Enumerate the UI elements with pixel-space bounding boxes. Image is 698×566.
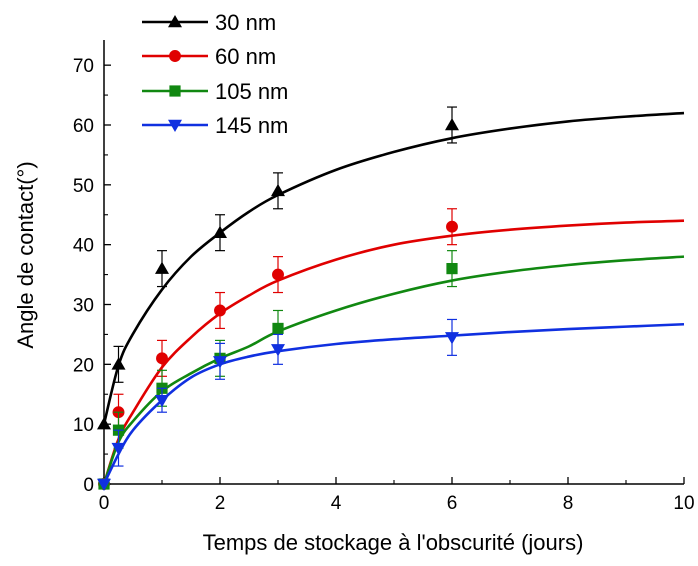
data-point <box>155 261 169 274</box>
data-point <box>446 220 458 233</box>
fit-curve <box>102 255 685 485</box>
legend-item: 30 nm <box>142 10 276 35</box>
legend-marker <box>169 50 181 62</box>
y-tick-label: 40 <box>73 236 94 257</box>
data-point <box>111 357 126 370</box>
y-tick-label: 70 <box>73 56 94 77</box>
x-tick-label: 6 <box>447 493 458 514</box>
x-tick-label: 8 <box>563 493 574 514</box>
data-point <box>213 225 227 238</box>
y-tick-label: 50 <box>73 176 94 197</box>
data-point <box>156 352 168 365</box>
data-point <box>271 344 285 357</box>
y-axis-title: Angle de contact(°) <box>13 161 38 348</box>
series-3 <box>98 250 685 490</box>
x-tick-label: 4 <box>331 493 342 514</box>
legend-item: 60 nm <box>142 44 276 69</box>
legend-label: 105 nm <box>215 79 288 104</box>
fit-curve <box>102 219 685 485</box>
y-tick-label: 10 <box>73 415 94 436</box>
series-4 <box>97 318 685 491</box>
legend-label: 30 nm <box>215 10 276 35</box>
plot-area <box>97 106 685 491</box>
data-point <box>214 304 226 317</box>
legend-label: 60 nm <box>215 44 276 69</box>
x-axis-title: Temps de stockage à l'obscurité (jours) <box>203 530 584 555</box>
data-point <box>155 394 169 408</box>
fit-curve <box>102 322 685 485</box>
data-point <box>111 442 126 456</box>
x-tick-label: 0 <box>99 493 110 514</box>
legend: 30 nm 60 nm 105 nm 145 nm <box>142 10 288 138</box>
y-tick-label: 60 <box>73 116 94 137</box>
data-point <box>213 356 227 369</box>
axes: 0 2 4 6 8 10 0 10 20 30 40 50 60 70 <box>73 40 695 514</box>
data-point <box>445 332 459 345</box>
legend-marker <box>168 119 182 132</box>
data-point <box>97 417 111 430</box>
y-tick-label: 30 <box>73 296 94 317</box>
x-tick-label: 10 <box>673 493 694 514</box>
data-point <box>446 263 458 275</box>
series-1 <box>97 106 685 430</box>
legend-marker <box>168 15 182 28</box>
legend-marker <box>169 85 181 97</box>
data-point <box>445 118 459 131</box>
y-tick-label: 0 <box>83 475 94 496</box>
legend-item: 105 nm <box>142 79 288 104</box>
data-point <box>272 322 284 335</box>
data-point <box>272 268 284 281</box>
legend-item: 145 nm <box>142 113 288 138</box>
y-tick-label: 20 <box>73 355 94 376</box>
data-point <box>97 478 111 491</box>
series-2 <box>98 208 685 490</box>
legend-label: 145 nm <box>215 113 288 138</box>
x-tick-label: 2 <box>215 493 226 514</box>
data-point <box>271 183 285 197</box>
